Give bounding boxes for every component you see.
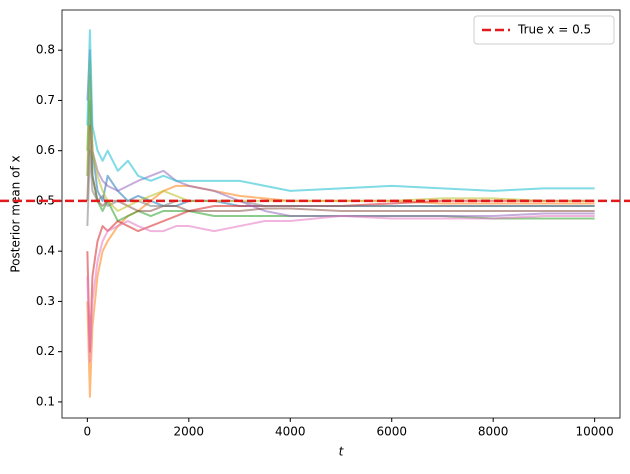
x-tick-label: 4000 (275, 425, 306, 439)
series-line (86, 199, 595, 353)
x-axis-label: t (339, 445, 345, 459)
x-tick-label: 0 (84, 425, 92, 439)
x-tick-label: 2000 (174, 425, 205, 439)
series-line (86, 215, 595, 363)
y-tick-label: 0.1 (36, 394, 55, 408)
legend-label: True x = 0.5 (517, 23, 591, 37)
y-tick-label: 0.3 (36, 294, 55, 308)
y-axis-label: Posterior mean of x (9, 155, 23, 272)
x-tick-label: 10000 (576, 425, 614, 439)
x-tick-label: 8000 (478, 425, 509, 439)
y-tick-label: 0.4 (36, 244, 55, 258)
axes-frame (61, 9, 621, 419)
plot-area (86, 29, 595, 398)
y-tick-label: 0.6 (36, 143, 55, 157)
y-tick-label: 0.8 (36, 43, 55, 57)
y-tick-label: 0.2 (36, 344, 55, 358)
y-tick-label: 0.7 (36, 93, 55, 107)
x-tick-label: 6000 (376, 425, 407, 439)
series-line (86, 124, 595, 212)
series-line (86, 29, 595, 192)
legend-box (473, 15, 615, 45)
